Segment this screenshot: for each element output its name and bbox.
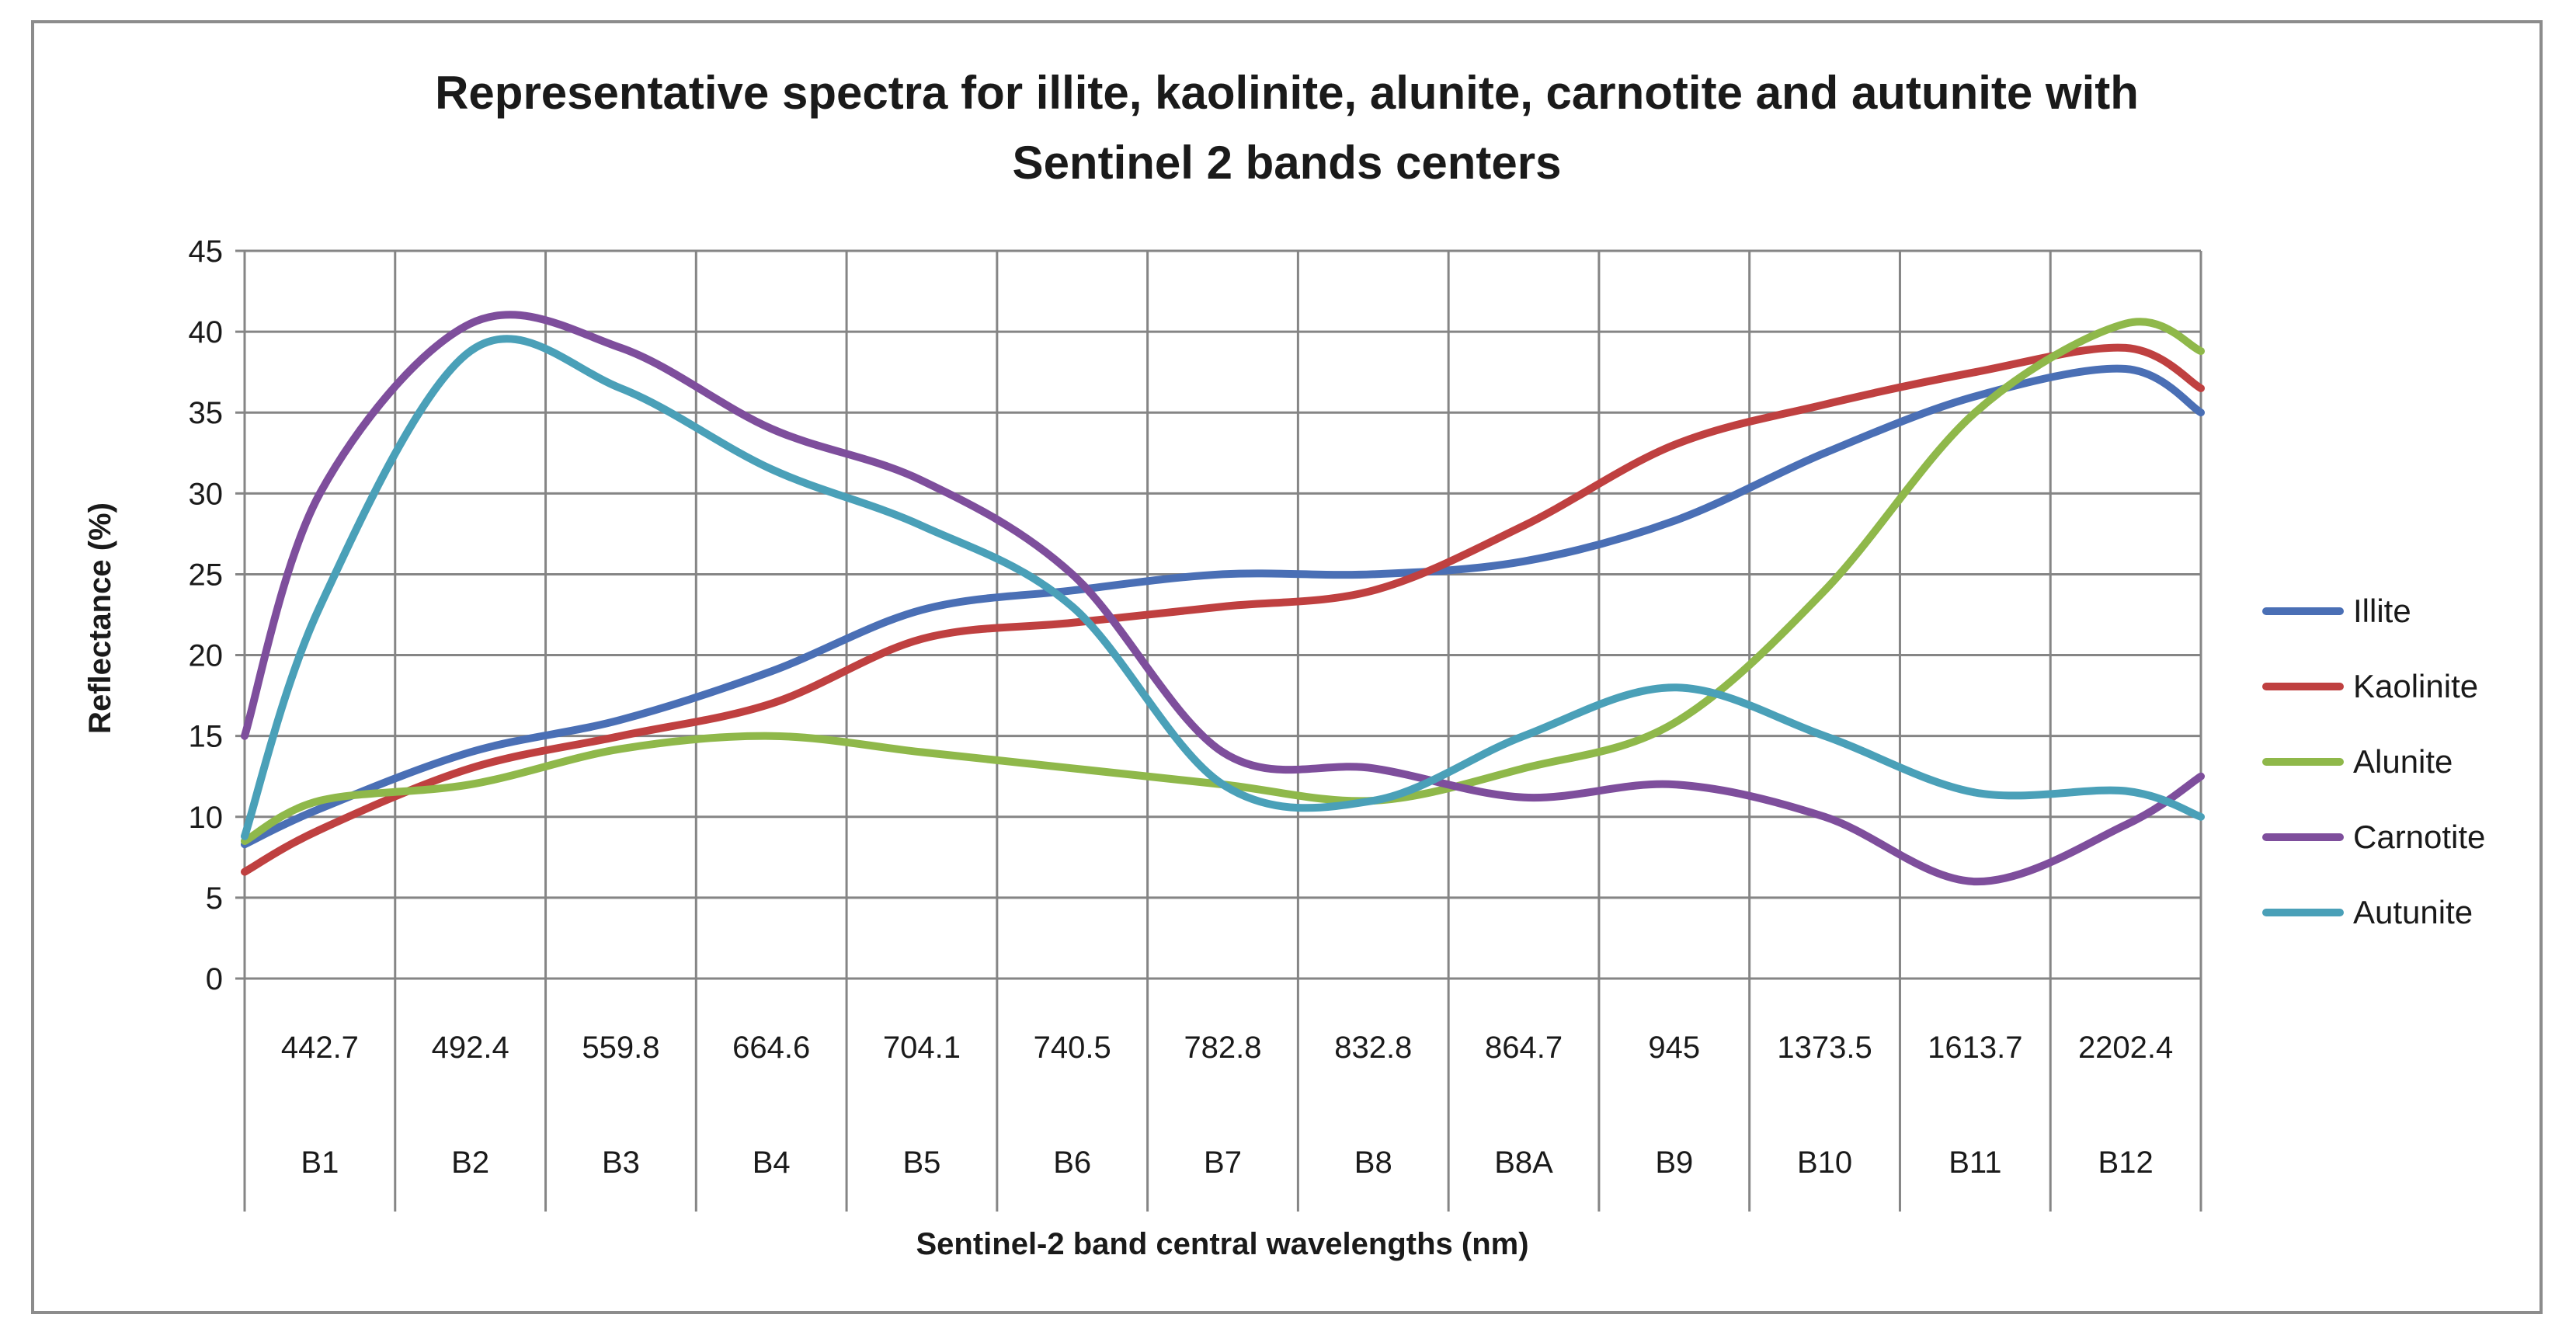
y-tick-label: 10 xyxy=(189,801,224,835)
legend-label: Illite xyxy=(2353,593,2411,629)
series-line-illite xyxy=(241,364,2205,849)
x-wavelength-label: 945 xyxy=(1648,1031,1700,1065)
chart-title-line-2: Sentinel 2 bands centers xyxy=(1013,137,1562,189)
x-axis-title: Sentinel-2 band central wavelengths (nm) xyxy=(916,1227,1528,1261)
x-band-label: B6 xyxy=(1053,1146,1091,1180)
x-wavelength-label: 442.7 xyxy=(281,1031,359,1065)
legend-label: Carnotite xyxy=(2353,819,2485,855)
series-line-autunite xyxy=(241,335,2205,840)
y-tick-label: 35 xyxy=(189,396,224,430)
chart-title: Representative spectra for illite, kaoli… xyxy=(435,67,2139,189)
x-wavelength-label: 864.7 xyxy=(1485,1031,1563,1065)
x-band-label: B12 xyxy=(2098,1146,2154,1180)
x-band-label: B7 xyxy=(1204,1146,1242,1180)
y-axis-title: Reflectance (%) xyxy=(83,502,117,734)
series-line-kaolinite xyxy=(241,343,2205,876)
chart-title-line-1: Representative spectra for illite, kaoli… xyxy=(435,67,2139,119)
y-tick-label: 20 xyxy=(189,639,224,673)
y-tick-label: 45 xyxy=(189,235,224,269)
y-tick-label: 25 xyxy=(189,558,224,592)
grid xyxy=(235,249,2202,1212)
x-band-label: B5 xyxy=(902,1146,940,1180)
x-band-label: B10 xyxy=(1797,1146,1852,1180)
y-axis-ticks: 0 5 10 15 20 25 30 35 40 45 xyxy=(189,235,224,996)
x-wavelength-label: 704.1 xyxy=(883,1031,961,1065)
y-tick-label: 0 xyxy=(206,962,223,996)
x-band-label: B11 xyxy=(1949,1146,2001,1180)
x-wavelength-label: 559.8 xyxy=(582,1031,659,1065)
x-band-label: B4 xyxy=(753,1146,791,1180)
x-wavelength-label: 2202.4 xyxy=(2078,1031,2173,1065)
x-wavelength-label: 664.6 xyxy=(732,1031,810,1065)
x-wavelength-label: 492.4 xyxy=(432,1031,509,1065)
legend: Illite Kaolinite Alunite Carnotite Autunite xyxy=(2262,593,2485,930)
x-band-label: B2 xyxy=(451,1146,489,1180)
series-line-alunite xyxy=(241,318,2205,845)
y-tick-label: 40 xyxy=(189,315,224,349)
x-band-label: B8A xyxy=(1494,1146,1553,1180)
x-wavelength-label: 1613.7 xyxy=(1928,1031,2022,1065)
x-band-label: B1 xyxy=(301,1146,339,1180)
x-wavelength-label: 740.5 xyxy=(1034,1031,1111,1065)
x-wavelength-label: 1373.5 xyxy=(1777,1031,1872,1065)
y-tick-label: 5 xyxy=(206,881,223,916)
x-wavelength-label: 832.8 xyxy=(1334,1031,1412,1065)
y-tick-label: 30 xyxy=(189,477,224,511)
series-lines xyxy=(241,311,2205,886)
legend-label: Alunite xyxy=(2353,743,2453,780)
series-line-carnotite xyxy=(241,311,2205,886)
x-wavelength-label: 782.8 xyxy=(1184,1031,1261,1065)
x-band-label: B3 xyxy=(602,1146,640,1180)
legend-label: Kaolinite xyxy=(2353,668,2478,704)
legend-label: Autunite xyxy=(2353,894,2473,930)
x-band-label: B8 xyxy=(1354,1146,1392,1180)
x-axis-categories: 442.7 B1 492.4 B2 559.8 B3 664.6 B4 704.1 B5 740.5… xyxy=(281,1031,2173,1180)
x-band-label: B9 xyxy=(1655,1146,1693,1180)
y-tick-label: 15 xyxy=(189,720,224,754)
chart-frame xyxy=(31,20,2543,1314)
